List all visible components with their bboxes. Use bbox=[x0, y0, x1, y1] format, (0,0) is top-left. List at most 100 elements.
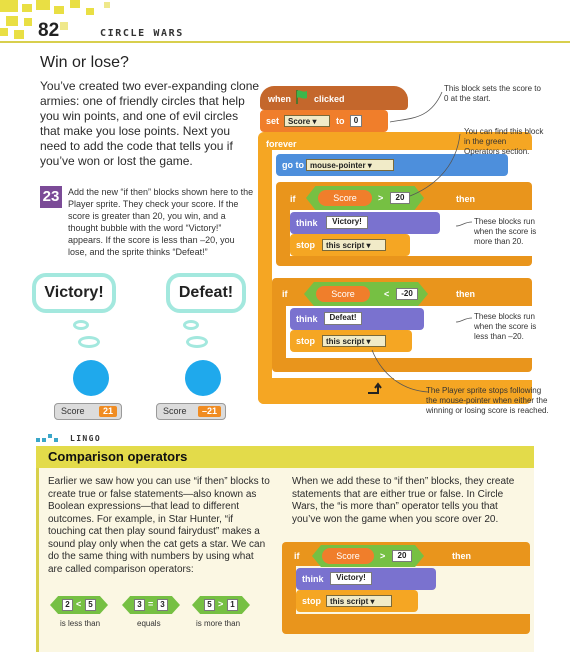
think-text: Victory! bbox=[330, 572, 372, 585]
victory-thought-bubble: Victory! bbox=[32, 273, 116, 313]
score-reporter: Score bbox=[318, 190, 372, 206]
monitor-label: Score bbox=[61, 406, 85, 416]
stop-label: stop bbox=[296, 240, 315, 250]
note-lose: These blocks run when the score is less … bbox=[474, 312, 537, 341]
leader-line bbox=[389, 91, 443, 123]
operator-symbol: > bbox=[380, 551, 386, 561]
thought-dot bbox=[73, 320, 89, 330]
goto-label: go to bbox=[282, 160, 304, 170]
annotation-leader-lines bbox=[371, 91, 473, 393]
set-label: set bbox=[266, 116, 280, 126]
intro-paragraph: You’ve created two ever-expanding clone … bbox=[40, 79, 260, 168]
greater-than-operator: Score > 20 bbox=[306, 186, 424, 210]
lingo-tag bbox=[36, 433, 136, 445]
lingo-right-paragraph: When we add these to “if then” blocks, t… bbox=[292, 476, 515, 525]
if-label: if bbox=[290, 194, 296, 204]
less-than-example: 2 < 5 bbox=[50, 596, 108, 614]
score-reporter: Score bbox=[322, 548, 374, 564]
lingo-label: LINGO bbox=[70, 434, 102, 443]
think-label: think bbox=[296, 314, 318, 324]
operand-a: 5 bbox=[204, 599, 215, 611]
think-text: Victory! bbox=[326, 216, 368, 229]
stop-dropdown: this script ▾ bbox=[326, 595, 392, 607]
variable-name: Score bbox=[288, 117, 311, 126]
stop-block: stop this script ▾ bbox=[296, 590, 418, 612]
defeat-thought-bubble: Defeat! bbox=[166, 273, 246, 313]
operand-b: 3 bbox=[157, 599, 168, 611]
operator-symbol: < bbox=[76, 599, 82, 609]
leader-line bbox=[455, 317, 473, 323]
monitor-label: Score bbox=[163, 406, 187, 416]
greater-than-example: 5 > 1 bbox=[192, 596, 250, 614]
operand-a: 2 bbox=[62, 599, 73, 611]
green-flag-icon bbox=[296, 90, 307, 104]
think-label: think bbox=[296, 218, 318, 228]
think-victory-block: think Victory! bbox=[290, 212, 440, 234]
lingo-left-paragraph: Earlier we saw how you can use “if then”… bbox=[48, 476, 270, 575]
stop-option: this script bbox=[326, 337, 365, 346]
forever-foot bbox=[258, 378, 394, 404]
step-instructions: Add the new “if then” blocks shown here … bbox=[68, 187, 254, 257]
greater-than-operator: Score > 20 bbox=[312, 545, 424, 567]
score-monitor: Score –21 bbox=[156, 403, 226, 420]
think-victory-block: think Victory! bbox=[296, 568, 436, 590]
equals-example: 3 = 3 bbox=[122, 596, 180, 614]
stop-dropdown: this script ▾ bbox=[322, 335, 386, 347]
if-label: if bbox=[294, 551, 300, 561]
to-label: to bbox=[336, 116, 345, 126]
page-number: 82 bbox=[38, 20, 60, 41]
lingo-pixel-icon bbox=[36, 434, 58, 442]
goto-target: mouse-pointer bbox=[310, 161, 366, 170]
stop-block: stop this script ▾ bbox=[290, 234, 410, 256]
caption-equals: equals bbox=[137, 619, 161, 628]
leader-line bbox=[371, 349, 429, 393]
stop-block: stop this script ▾ bbox=[290, 330, 412, 352]
operator-symbol: < bbox=[384, 289, 390, 299]
thought-dot bbox=[183, 320, 199, 330]
think-defeat-block: think Defeat! bbox=[290, 308, 424, 330]
goto-block: go to mouse-pointer ▾ bbox=[276, 154, 508, 176]
loop-arrow-icon bbox=[368, 382, 382, 394]
when-label: when bbox=[268, 94, 292, 104]
set-score-block: set Score ▾ to 0 bbox=[260, 110, 388, 132]
clicked-label: clicked bbox=[314, 94, 345, 104]
operator-symbol: = bbox=[148, 599, 154, 609]
goto-dropdown: mouse-pointer ▾ bbox=[306, 159, 394, 171]
player-circle-icon bbox=[185, 360, 221, 396]
caption-less-than: is less than bbox=[60, 619, 101, 628]
stop-label: stop bbox=[302, 596, 321, 606]
caption-more-than: is more than bbox=[196, 619, 241, 628]
then-label: then bbox=[452, 551, 471, 561]
page-header: 82 CIRCLE WARS bbox=[0, 0, 570, 46]
stop-label: stop bbox=[296, 336, 315, 346]
note-win: These blocks run when the score is more … bbox=[474, 217, 537, 246]
leader-line bbox=[409, 133, 461, 197]
then-label: then bbox=[456, 289, 475, 299]
if-label: if bbox=[282, 289, 288, 299]
note-set-score: This block sets the score to 0 at the st… bbox=[444, 84, 541, 103]
thought-dot bbox=[78, 336, 100, 348]
stop-dropdown: this script ▾ bbox=[322, 239, 386, 251]
score-reporter: Score bbox=[316, 286, 370, 302]
player-circle-icon bbox=[73, 360, 109, 396]
monitor-value: 21 bbox=[98, 406, 117, 417]
compare-value: 20 bbox=[392, 550, 412, 562]
leader-line bbox=[455, 221, 473, 227]
lingo-title: Comparison operators bbox=[36, 446, 534, 468]
stop-option: this script bbox=[326, 241, 365, 250]
note-operators: You can find this block in the green Ope… bbox=[464, 127, 544, 156]
forever-label: forever bbox=[266, 139, 297, 149]
variable-dropdown: Score ▾ bbox=[284, 115, 330, 127]
monitor-value: –21 bbox=[197, 406, 221, 417]
thought-dot bbox=[186, 336, 208, 348]
operand-a: 3 bbox=[134, 599, 145, 611]
when-flag-clicked-block: when clicked bbox=[260, 86, 408, 110]
then-label: then bbox=[456, 194, 475, 204]
think-text: Defeat! bbox=[324, 312, 362, 325]
operator-symbol: > bbox=[218, 599, 224, 609]
section-title: Win or lose? bbox=[40, 54, 129, 71]
value-input: 0 bbox=[350, 115, 362, 127]
note-stops: The Player sprite stops following the mo… bbox=[426, 386, 549, 415]
operand-b: 5 bbox=[85, 599, 96, 611]
compare-value: 20 bbox=[390, 192, 410, 204]
